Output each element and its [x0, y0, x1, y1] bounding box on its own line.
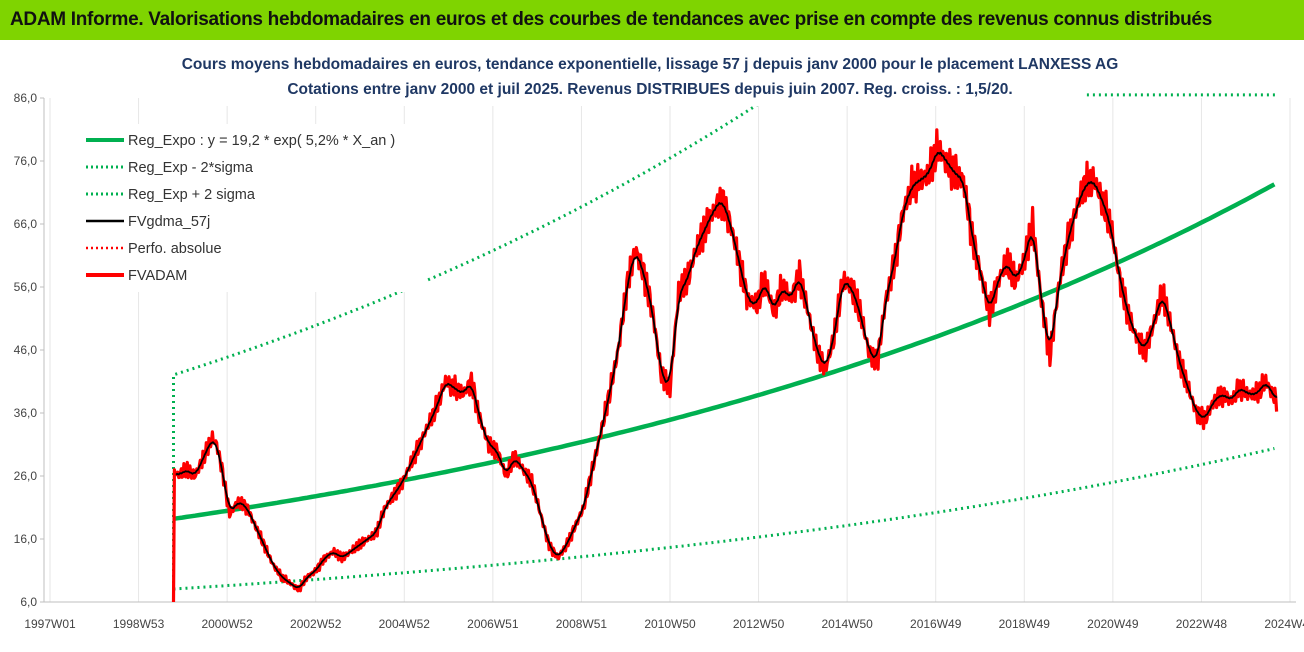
y-tick-labels: 6,0 16,0 26,0 36,0 46,0 56,0 66,0 76,0 86,0 [14, 91, 38, 609]
legend-label-perfo: Perfo. absolue [128, 241, 222, 257]
y-tick-label: 36,0 [14, 406, 38, 420]
chart: 1997W01 1998W53 2000W52 2002W52 2004W52 2006W… [0, 40, 1304, 652]
x-tick-label: 2000W52 [201, 617, 253, 631]
legend: Reg_Expo : y = 19,2 * exp( 5,2% * X_an )… [76, 124, 426, 292]
y-tick-label: 56,0 [14, 280, 38, 294]
legend-label-reg-plus: Reg_Exp + 2 sigma [128, 187, 256, 203]
x-tick-label: 1998W53 [113, 617, 165, 631]
x-tick-label: 2010W50 [644, 617, 696, 631]
legend-label-fvgdma: FVgdma_57j [128, 214, 210, 230]
x-tick-label: 2018W49 [999, 617, 1051, 631]
chart-title: Cours moyens hebdomadaires en euros, ten… [182, 56, 1119, 73]
legend-background [76, 124, 426, 292]
y-tick-label: 6,0 [20, 595, 37, 609]
title-background [205, 48, 1085, 106]
series-reg-expo [173, 182, 1276, 522]
series-reg-exp-minus-2sigma [173, 447, 1275, 591]
axes [43, 98, 1296, 603]
y-tick-label: 16,0 [14, 532, 38, 546]
banner: ADAM Informe. Valorisations hebdomadaire… [0, 0, 1304, 40]
x-tick-label: 1997W01 [24, 617, 76, 631]
x-tick-label: 2002W52 [290, 617, 342, 631]
legend-label-reg-minus: Reg_Exp - 2*sigma [128, 160, 254, 176]
x-tick-labels: 1997W01 1998W53 2000W52 2002W52 2004W52 2006W… [24, 617, 1304, 631]
plot-area [171, 60, 1279, 603]
series-reg-exp-plus-2sigma [172, 60, 822, 589]
series-fvadam [171, 128, 1279, 603]
legend-label-fvadam: FVADAM [128, 268, 187, 284]
y-tick-label: 76,0 [14, 154, 38, 168]
y-tick-label: 86,0 [14, 91, 38, 105]
y-tick-label: 46,0 [14, 343, 38, 357]
x-tick-label: 2014W50 [821, 617, 873, 631]
legend-label-reg-expo: Reg_Expo : y = 19,2 * exp( 5,2% * X_an ) [128, 133, 395, 149]
series-fvgdma-57j [175, 151, 1278, 589]
y-tick-label: 26,0 [14, 469, 38, 483]
x-tick-label: 2006W51 [467, 617, 519, 631]
x-tick-label: 2022W48 [1176, 617, 1228, 631]
x-tick-label: 2012W50 [733, 617, 785, 631]
x-tick-label: 2020W49 [1087, 617, 1139, 631]
y-tick-label: 66,0 [14, 217, 38, 231]
banner-title: ADAM Informe. Valorisations hebdomadaire… [10, 9, 1212, 30]
chart-subtitle: Cotations entre janv 2000 et juil 2025. … [287, 81, 1012, 98]
x-tick-label: 2004W52 [379, 617, 431, 631]
x-tick-label: 2008W51 [556, 617, 608, 631]
x-tick-label: 2016W49 [910, 617, 962, 631]
x-tick-label: 2024W48 [1264, 617, 1304, 631]
